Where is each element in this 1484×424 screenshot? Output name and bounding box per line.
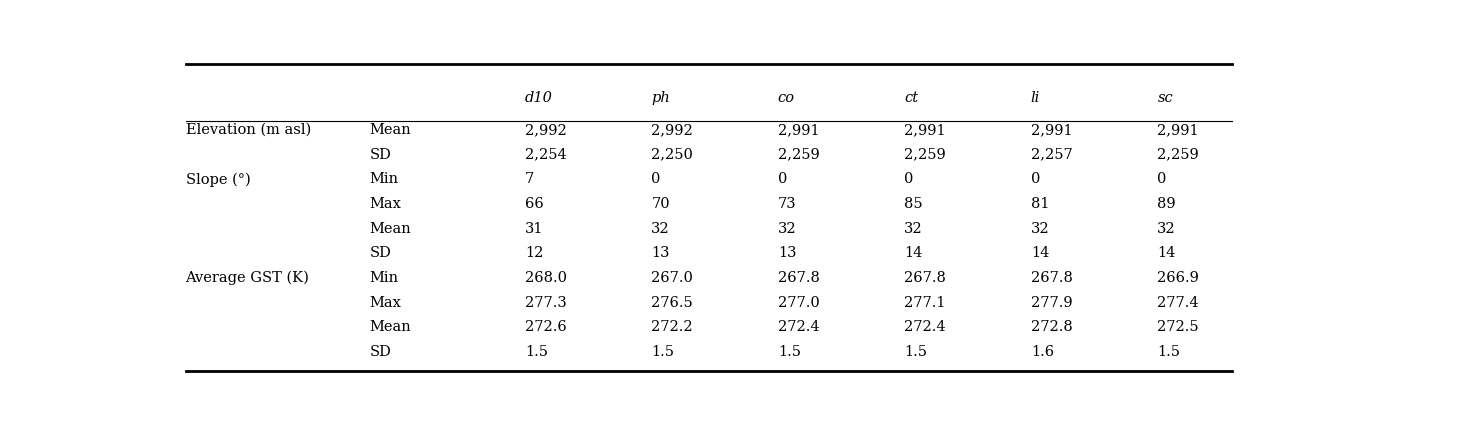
Text: 32: 32 bbox=[778, 222, 797, 236]
Text: 2,259: 2,259 bbox=[904, 148, 947, 162]
Text: d10: d10 bbox=[525, 91, 552, 105]
Text: 267.0: 267.0 bbox=[651, 271, 693, 285]
Text: 1.5: 1.5 bbox=[525, 345, 548, 359]
Text: 2,991: 2,991 bbox=[904, 123, 945, 137]
Text: 85: 85 bbox=[904, 197, 923, 211]
Text: 81: 81 bbox=[1031, 197, 1049, 211]
Text: 267.8: 267.8 bbox=[904, 271, 947, 285]
Text: co: co bbox=[778, 91, 795, 105]
Text: 276.5: 276.5 bbox=[651, 296, 693, 310]
Text: 1.5: 1.5 bbox=[904, 345, 928, 359]
Text: SD: SD bbox=[370, 148, 392, 162]
Text: 66: 66 bbox=[525, 197, 543, 211]
Text: 2,991: 2,991 bbox=[1158, 123, 1199, 137]
Text: ct: ct bbox=[904, 91, 919, 105]
Text: Slope (°): Slope (°) bbox=[186, 172, 251, 187]
Text: 277.3: 277.3 bbox=[525, 296, 567, 310]
Text: Mean: Mean bbox=[370, 123, 411, 137]
Text: 32: 32 bbox=[651, 222, 669, 236]
Text: 2,250: 2,250 bbox=[651, 148, 693, 162]
Text: 272.5: 272.5 bbox=[1158, 320, 1199, 335]
Text: 272.6: 272.6 bbox=[525, 320, 567, 335]
Text: 73: 73 bbox=[778, 197, 797, 211]
Text: Mean: Mean bbox=[370, 222, 411, 236]
Text: 89: 89 bbox=[1158, 197, 1175, 211]
Text: 2,259: 2,259 bbox=[778, 148, 819, 162]
Text: sc: sc bbox=[1158, 91, 1172, 105]
Text: 277.1: 277.1 bbox=[904, 296, 945, 310]
Text: ph: ph bbox=[651, 91, 671, 105]
Text: SD: SD bbox=[370, 246, 392, 260]
Text: Elevation (m asl): Elevation (m asl) bbox=[186, 123, 310, 137]
Text: Min: Min bbox=[370, 173, 399, 187]
Text: 1.6: 1.6 bbox=[1031, 345, 1054, 359]
Text: 13: 13 bbox=[651, 246, 669, 260]
Text: Average GST (K): Average GST (K) bbox=[186, 271, 309, 285]
Text: 0: 0 bbox=[651, 173, 660, 187]
Text: 272.8: 272.8 bbox=[1031, 320, 1073, 335]
Text: 268.0: 268.0 bbox=[525, 271, 567, 285]
Text: 2,991: 2,991 bbox=[778, 123, 819, 137]
Text: 7: 7 bbox=[525, 173, 534, 187]
Text: 31: 31 bbox=[525, 222, 543, 236]
Text: 32: 32 bbox=[1158, 222, 1175, 236]
Text: li: li bbox=[1031, 91, 1040, 105]
Text: 14: 14 bbox=[904, 246, 923, 260]
Text: 267.8: 267.8 bbox=[778, 271, 819, 285]
Text: 2,257: 2,257 bbox=[1031, 148, 1073, 162]
Text: 2,259: 2,259 bbox=[1158, 148, 1199, 162]
Text: SD: SD bbox=[370, 345, 392, 359]
Text: 277.4: 277.4 bbox=[1158, 296, 1199, 310]
Text: 0: 0 bbox=[904, 173, 914, 187]
Text: Max: Max bbox=[370, 296, 401, 310]
Text: 0: 0 bbox=[1158, 173, 1166, 187]
Text: 2,992: 2,992 bbox=[525, 123, 567, 137]
Text: 267.8: 267.8 bbox=[1031, 271, 1073, 285]
Text: 1.5: 1.5 bbox=[778, 345, 801, 359]
Text: 272.4: 272.4 bbox=[778, 320, 819, 335]
Text: 14: 14 bbox=[1158, 246, 1175, 260]
Text: 272.2: 272.2 bbox=[651, 320, 693, 335]
Text: 1.5: 1.5 bbox=[1158, 345, 1180, 359]
Text: 32: 32 bbox=[904, 222, 923, 236]
Text: 0: 0 bbox=[1031, 173, 1040, 187]
Text: 272.4: 272.4 bbox=[904, 320, 945, 335]
Text: 2,991: 2,991 bbox=[1031, 123, 1073, 137]
Text: 13: 13 bbox=[778, 246, 797, 260]
Text: 14: 14 bbox=[1031, 246, 1049, 260]
Text: 266.9: 266.9 bbox=[1158, 271, 1199, 285]
Text: Mean: Mean bbox=[370, 320, 411, 335]
Text: 0: 0 bbox=[778, 173, 787, 187]
Text: 12: 12 bbox=[525, 246, 543, 260]
Text: Max: Max bbox=[370, 197, 401, 211]
Text: 1.5: 1.5 bbox=[651, 345, 674, 359]
Text: 277.9: 277.9 bbox=[1031, 296, 1073, 310]
Text: 277.0: 277.0 bbox=[778, 296, 819, 310]
Text: 70: 70 bbox=[651, 197, 669, 211]
Text: 32: 32 bbox=[1031, 222, 1049, 236]
Text: 2,992: 2,992 bbox=[651, 123, 693, 137]
Text: 2,254: 2,254 bbox=[525, 148, 567, 162]
Text: Min: Min bbox=[370, 271, 399, 285]
